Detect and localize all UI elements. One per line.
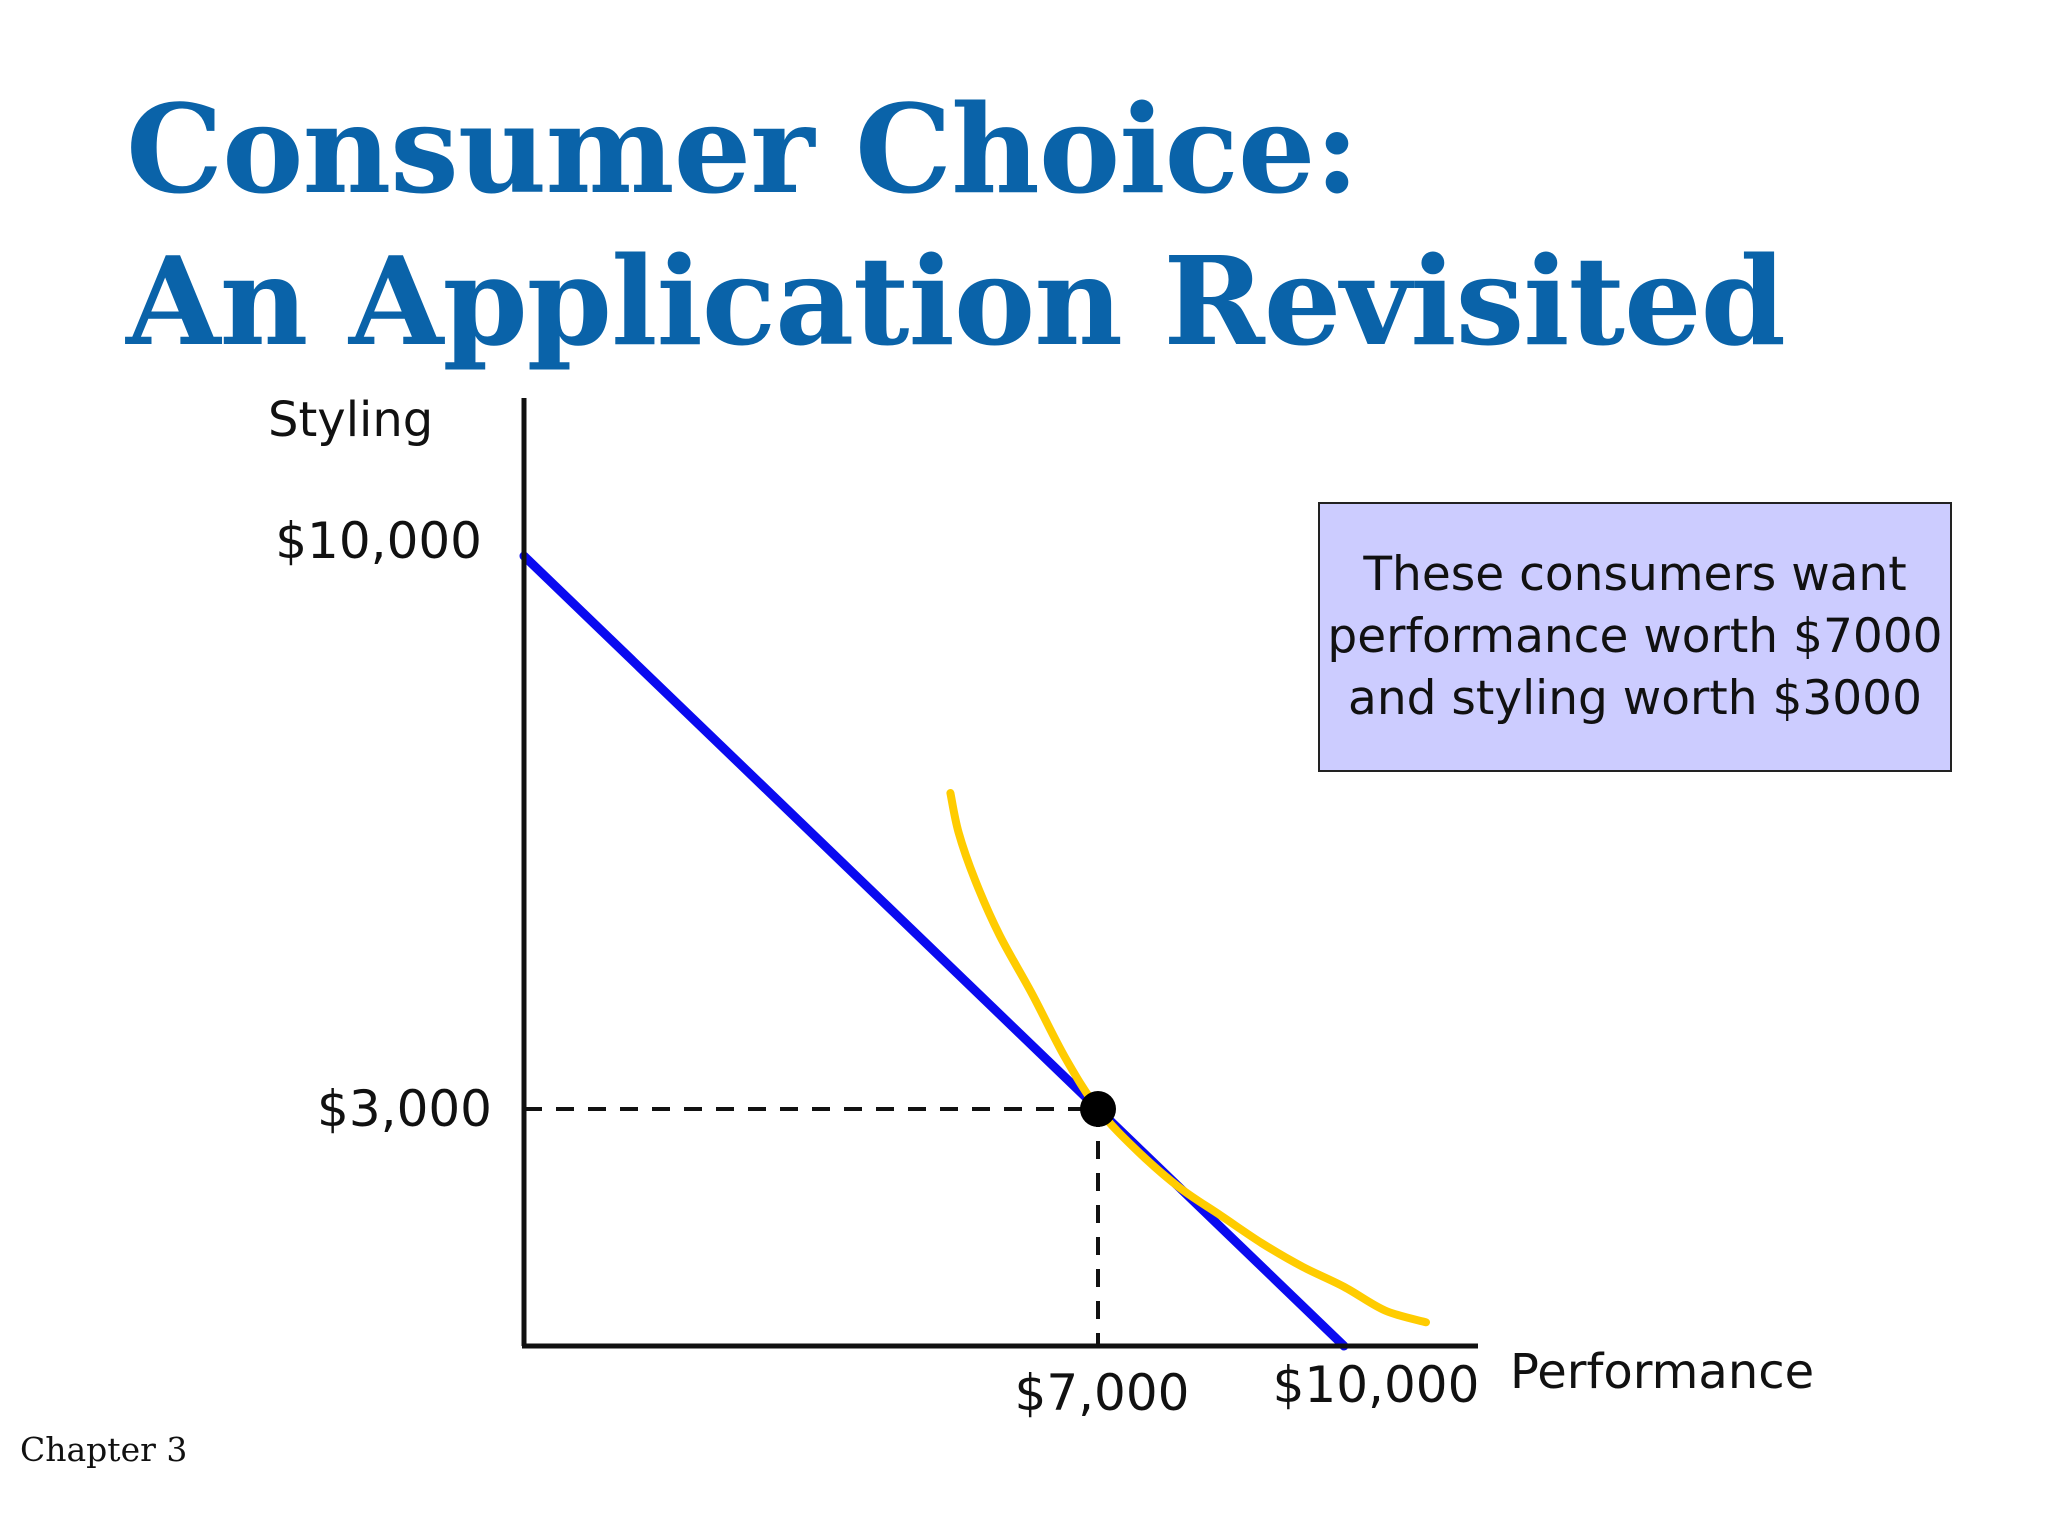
slide-title-line-2: An Application Revisited [126, 229, 1786, 373]
series-layer [519, 551, 1430, 1351]
optimal-choice-point-0 [1080, 1091, 1116, 1127]
slide-title-line-1: Consumer Choice: [126, 77, 1359, 221]
chapter-footer: Chapter 3 [20, 1430, 188, 1469]
x-tick-label-7000: $7,000 [1014, 1364, 1190, 1422]
reference-lines [524, 1107, 1100, 1346]
y-tick-label-10000: $10,000 [275, 512, 482, 570]
y-axis-label: Styling [268, 392, 434, 448]
x-tick-label-10000: $10,000 [1272, 1356, 1480, 1414]
indifference-curve-path [946, 789, 1430, 1327]
points-layer [1080, 1091, 1116, 1127]
annotation-text: These consumers want performance worth $… [1327, 547, 1943, 726]
x-axis-label: Performance [1510, 1344, 1815, 1400]
budget-line-path [519, 551, 1349, 1351]
axes [521, 398, 1478, 1349]
annotation-box: These consumers want performance worth $… [1318, 502, 1952, 772]
y-tick-label-3000: $3,000 [317, 1080, 492, 1138]
